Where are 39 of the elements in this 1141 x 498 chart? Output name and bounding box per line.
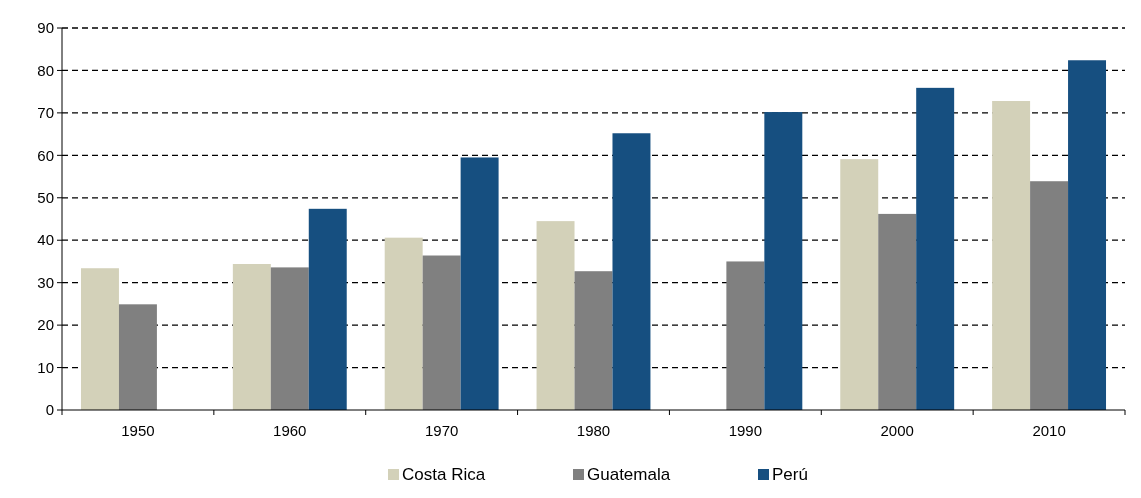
bar bbox=[460, 157, 499, 410]
bar bbox=[384, 237, 423, 410]
bar bbox=[840, 159, 879, 410]
y-tick-label: 60 bbox=[37, 146, 54, 164]
y-tick-label: 90 bbox=[37, 19, 54, 37]
bar bbox=[270, 267, 309, 410]
bar bbox=[80, 268, 119, 410]
bar bbox=[992, 101, 1031, 410]
x-tick-label: 2000 bbox=[880, 422, 914, 439]
legend-label: Guatemala bbox=[587, 465, 671, 484]
y-tick-label: 10 bbox=[37, 358, 54, 376]
bar bbox=[878, 213, 917, 410]
x-tick-label: 1970 bbox=[424, 422, 459, 439]
bar bbox=[308, 208, 347, 410]
bar bbox=[232, 263, 271, 410]
bar bbox=[1068, 60, 1107, 410]
x-tick-label: 1950 bbox=[121, 422, 155, 439]
y-tick-label: 50 bbox=[37, 189, 54, 207]
y-tick-label: 20 bbox=[37, 316, 54, 334]
bar bbox=[536, 221, 575, 410]
x-tick-label: 1980 bbox=[576, 422, 611, 439]
y-tick-label: 70 bbox=[37, 104, 54, 122]
x-tick-label: 2010 bbox=[1032, 422, 1066, 439]
bar bbox=[764, 112, 803, 410]
bar bbox=[1030, 181, 1069, 410]
bar bbox=[612, 133, 651, 410]
y-tick-label: 30 bbox=[37, 273, 54, 291]
bar bbox=[422, 255, 461, 410]
bar bbox=[574, 271, 613, 410]
legend-label: Perú bbox=[772, 465, 808, 484]
legend-label: Costa Rica bbox=[402, 465, 486, 484]
x-tick-label: 1960 bbox=[273, 422, 307, 439]
bar bbox=[916, 87, 955, 410]
bar bbox=[118, 304, 157, 410]
y-tick-label: 80 bbox=[37, 61, 54, 79]
bar bbox=[726, 261, 765, 410]
x-tick-label: 1990 bbox=[728, 422, 763, 439]
y-tick-label: 40 bbox=[37, 231, 54, 249]
y-tick-label: 0 bbox=[45, 401, 54, 419]
